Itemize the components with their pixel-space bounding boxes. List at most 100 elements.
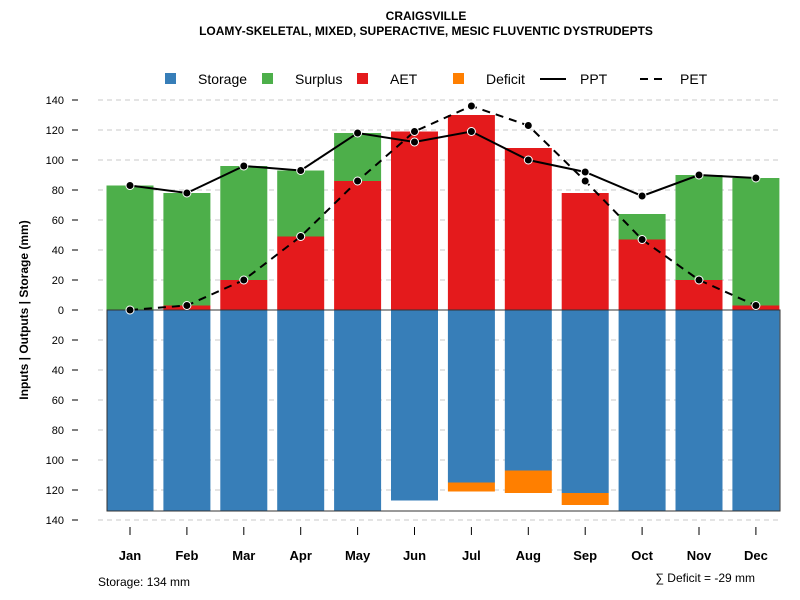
ppt-point: [182, 188, 192, 198]
y-tick-label: 40: [52, 365, 64, 377]
ppt-point: [353, 128, 363, 138]
y-tick-label: 80: [52, 185, 64, 197]
y-tick-label: 20: [52, 275, 64, 287]
ppt-point: [296, 166, 306, 175]
x-tick-label: Feb: [175, 548, 198, 563]
x-tick-label: Nov: [687, 548, 712, 563]
legend-label-ppt: PPT: [580, 71, 608, 87]
surplus-bar: [106, 185, 154, 310]
ppt-point: [751, 173, 761, 183]
chart-title: CRAIGSVILLE: [386, 9, 467, 23]
legend-label-storage: Storage: [198, 71, 247, 87]
deficit-bar: [561, 493, 609, 505]
legend-swatch-storage: [165, 73, 176, 84]
ppt-point: [410, 137, 419, 147]
x-tick-label: Jun: [403, 548, 426, 563]
y-tick-label: 0: [58, 305, 64, 317]
pet-point: [580, 176, 590, 186]
pet-point: [466, 101, 476, 111]
pet-point: [523, 121, 533, 130]
storage-annotation: Storage: 134 mm: [98, 575, 190, 589]
pet-point: [296, 232, 306, 241]
storage-bar: [618, 310, 666, 511]
ppt-point: [239, 161, 249, 171]
aet-bar: [561, 193, 609, 310]
pet-point: [410, 127, 419, 136]
surplus-bar: [675, 175, 723, 280]
surplus-bar: [732, 178, 780, 306]
legend-swatch-surplus: [262, 73, 273, 84]
legend-label-aet: AET: [390, 71, 418, 87]
legend-label-deficit: Deficit: [486, 71, 525, 87]
surplus-bar: [220, 166, 268, 280]
legend-swatch-aet: [357, 73, 368, 84]
aet-bar: [447, 115, 495, 310]
ppt-point: [466, 127, 476, 136]
y-axis-label: Inputs | Outputs | Storage (mm): [17, 220, 31, 399]
y-tick-label: 100: [46, 455, 64, 467]
x-tick-label: Mar: [232, 548, 255, 563]
surplus-bar: [163, 193, 211, 306]
y-tick-label: 60: [52, 395, 64, 407]
pet-point: [353, 176, 363, 186]
storage-outline: [106, 309, 781, 512]
legend-label-pet: PET: [680, 71, 708, 87]
y-tick-label: 60: [52, 215, 64, 227]
pet-point: [694, 275, 704, 285]
y-tick-label: 20: [52, 335, 64, 347]
deficit-bar: [504, 470, 552, 493]
aet-bar: [391, 131, 438, 310]
pet-point: [239, 275, 249, 285]
chart-subtitle: LOAMY-SKELETAL, MIXED, SUPERACTIVE, MESI…: [199, 24, 653, 38]
x-tick-label: Dec: [744, 548, 768, 563]
storage-bar: [504, 310, 552, 471]
y-tick-label: 140: [46, 515, 64, 527]
y-tick-label: 40: [52, 245, 64, 257]
deficit-annotation: ∑ Deficit = -29 mm: [655, 571, 755, 585]
x-tick-label: Sep: [573, 548, 597, 563]
storage-bar: [106, 310, 154, 511]
storage-bar: [675, 310, 723, 511]
surplus-bar: [277, 170, 325, 237]
x-tick-label: Apr: [290, 548, 312, 563]
y-tick-label: 140: [46, 95, 64, 107]
deficit-bar: [447, 482, 495, 492]
y-tick-label: 80: [52, 425, 64, 437]
x-tick-label: Jan: [119, 548, 141, 563]
storage-bar: [163, 310, 211, 511]
pet-point: [751, 301, 761, 310]
aet-bar: [504, 148, 552, 310]
pet-point: [637, 235, 647, 244]
pet-point: [182, 301, 192, 310]
storage-bar: [561, 310, 609, 493]
y-tick-label: 120: [46, 485, 64, 497]
storage-bar: [391, 310, 438, 501]
aet-bar: [277, 236, 325, 310]
surplus-bar: [334, 133, 382, 181]
aet-bar: [334, 181, 382, 310]
ppt-line: [129, 130, 756, 198]
x-tick-label: Aug: [516, 548, 541, 563]
storage-bar: [447, 310, 495, 483]
aet-bar: [675, 280, 723, 310]
storage-bar: [220, 310, 268, 511]
ppt-point: [637, 191, 647, 201]
y-tick-label: 120: [46, 125, 64, 137]
ppt-point: [580, 167, 590, 177]
storage-bar: [732, 310, 780, 511]
storage-bar: [334, 310, 382, 511]
legend-label-surplus: Surplus: [295, 71, 342, 87]
legend-swatch-deficit: [453, 73, 464, 84]
ppt-point: [523, 155, 533, 165]
x-tick-label: Jul: [462, 548, 481, 563]
ppt-point: [694, 170, 704, 180]
x-tick-label: May: [345, 548, 371, 563]
pet-point: [125, 305, 135, 315]
x-tick-label: Oct: [631, 548, 653, 563]
aet-bar: [220, 280, 268, 310]
storage-bar: [277, 310, 325, 511]
y-tick-label: 100: [46, 155, 64, 167]
ppt-point: [125, 181, 135, 190]
